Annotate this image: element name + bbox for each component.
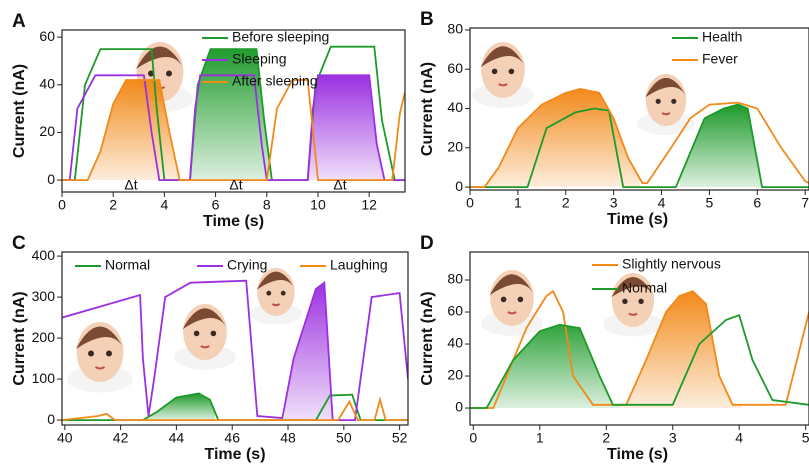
x-tick-label: 40 (57, 430, 73, 446)
face-illustration (194, 331, 200, 337)
x-tick-label: 2 (562, 195, 570, 211)
y-axis-title: Current (nA) (11, 291, 28, 385)
y-axis-title: Current (nA) (419, 62, 436, 156)
face-illustration (501, 297, 507, 303)
y-tick-label: 20 (39, 123, 55, 139)
x-tick-label: 44 (169, 430, 185, 446)
legend-label: Slightly nervous (622, 256, 721, 272)
panel-letter: A (12, 11, 26, 32)
face-illustration (492, 69, 498, 75)
x-axis-title: Time (s) (203, 213, 264, 230)
y-tick-label: 0 (47, 411, 55, 427)
x-tick-label: 0 (466, 195, 474, 211)
y-tick-label: 60 (39, 28, 55, 44)
y-tick-label: 80 (447, 21, 463, 37)
annotation: Δt (229, 177, 242, 193)
y-tick-label: 40 (447, 99, 463, 115)
y-tick-label: 300 (32, 288, 56, 304)
legend-label: Normal (622, 280, 667, 296)
x-tick-label: 4 (160, 197, 168, 213)
x-tick-label: 1 (536, 430, 544, 446)
x-axis-title: Time (s) (607, 211, 668, 228)
y-tick-label: 80 (447, 271, 463, 287)
x-axis-title: Time (s) (204, 446, 265, 463)
y-tick-label: 0 (47, 171, 55, 187)
y-tick-label: 0 (455, 399, 463, 415)
panel-letter: C (12, 233, 26, 254)
legend-label: Health (702, 29, 742, 45)
x-tick-label: 4 (658, 195, 666, 211)
face-illustration (622, 299, 627, 304)
face-illustration (211, 331, 217, 337)
x-tick-label: 6 (212, 197, 220, 213)
x-tick-label: 1 (514, 195, 522, 211)
x-tick-label: 7 (801, 195, 809, 211)
y-axis-title: Current (nA) (419, 291, 436, 385)
x-tick-label: 48 (280, 430, 296, 446)
legend-label: Crying (227, 257, 267, 273)
x-tick-label: 46 (224, 430, 240, 446)
face-illustration (166, 71, 172, 77)
y-tick-label: 20 (447, 138, 463, 154)
legend-label: Before sleeping (232, 29, 329, 45)
x-axis-title: Time (s) (607, 446, 668, 463)
y-tick-label: 40 (447, 335, 463, 351)
figure: 0204060024681012Time (s)Current (nA)ABef… (0, 0, 809, 464)
y-tick-label: 60 (447, 303, 463, 319)
y-tick-label: 60 (447, 60, 463, 76)
y-axis-title: Current (nA) (11, 64, 28, 158)
x-tick-label: 10 (310, 197, 326, 213)
x-tick-label: 52 (392, 430, 408, 446)
face-illustration (88, 351, 94, 357)
x-tick-label: 50 (336, 430, 352, 446)
face-illustration (266, 291, 271, 296)
face-illustration (509, 69, 515, 75)
y-tick-label: 40 (39, 75, 55, 91)
annotation: Δt (333, 177, 346, 193)
x-tick-label: 8 (263, 197, 271, 213)
face-illustration (518, 297, 524, 303)
x-tick-label: 3 (610, 195, 618, 211)
y-tick-label: 100 (32, 370, 56, 386)
x-tick-label: 3 (669, 430, 677, 446)
panel-letter: B (420, 9, 434, 30)
y-tick-label: 0 (455, 178, 463, 194)
legend-label: Sleeping (232, 51, 287, 67)
x-tick-label: 4 (735, 430, 743, 446)
x-tick-label: 42 (113, 430, 129, 446)
x-tick-label: 6 (753, 195, 761, 211)
x-tick-label: 5 (706, 195, 714, 211)
y-tick-label: 20 (447, 367, 463, 383)
y-tick-label: 400 (32, 247, 56, 263)
x-tick-label: 5 (802, 430, 809, 446)
y-tick-label: 200 (32, 329, 56, 345)
legend-label: After sleeping (232, 73, 318, 89)
x-tick-label: 0 (469, 430, 477, 446)
x-tick-label: 12 (361, 197, 377, 213)
face-illustration (281, 291, 286, 296)
x-tick-label: 2 (602, 430, 610, 446)
legend-label: Fever (702, 51, 738, 67)
face-illustration (106, 351, 112, 357)
face-illustration (656, 99, 661, 104)
legend-label: Laughing (330, 257, 388, 273)
legend-label: Normal (105, 257, 150, 273)
x-tick-label: 2 (109, 197, 117, 213)
face-illustration (671, 99, 676, 104)
x-tick-label: 0 (58, 197, 66, 213)
annotation: Δt (124, 177, 137, 193)
panel-letter: D (420, 233, 434, 254)
face-illustration (638, 299, 643, 304)
